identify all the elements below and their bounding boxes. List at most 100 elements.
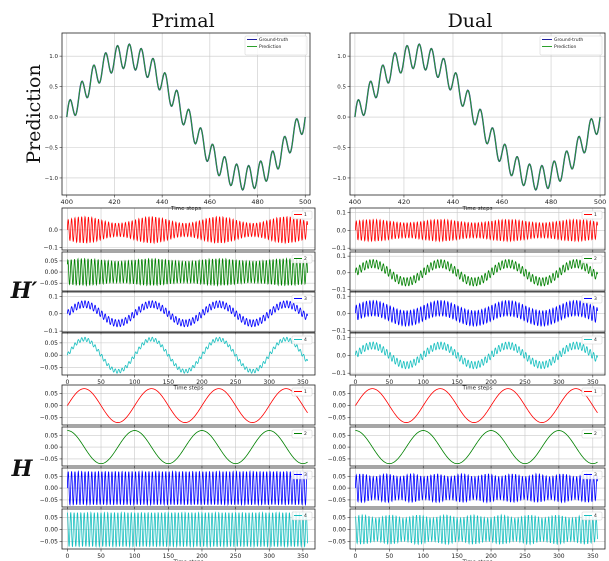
y-tick-label: −0.05 [328,497,347,504]
legend-label: 1 [304,212,307,218]
x-axis-label: Time steps [462,560,493,561]
legend: 1 [291,210,313,220]
y-tick-label: −0.1 [331,327,346,334]
x-tick-label: 0 [354,553,358,560]
series-line-1 [66,215,308,245]
x-tick-label: 200 [196,379,208,386]
row-label-hprime: H′ [10,278,38,304]
legend: 3 [291,470,313,480]
panel-hprime-primal-2: 0.05 0.00 −0.05 2 [40,251,316,294]
axes-frame [349,384,606,426]
y-tick-label: −0.1 [331,286,346,293]
x-tick-label: 300 [264,379,276,386]
panel-prediction-dual: 400 420 440 460 480 500 1.0 0.5 0.0 −0.5 −1.0 Time … [333,32,606,212]
panel-h-dual-4: 0 50 100 150 200 250 300 350 0.05 0.00 −0.05 Time s… [328,508,606,561]
x-axis-label: Time steps [170,206,201,212]
legend-label: Prediction [259,44,282,50]
y-tick-label: −1.0 [333,176,347,182]
legend: 2 [581,254,603,264]
series-line-1 [355,513,598,546]
y-tick-label: −0.1 [331,245,346,252]
panel-hprime-dual-4: 0 50 100 150 200 250 300 350 0.1 0.0 −0.1 Time step… [331,332,606,392]
legend: 1 [581,210,603,220]
x-tick-label: 50 [97,553,105,560]
x-tick-label: 150 [163,379,175,386]
series-line-1 [355,388,598,423]
panel-prediction-primal: 400 420 440 460 480 500 1.0 0.5 0.0 −0.5 −1.0 Time … [45,32,311,212]
column-title-primal: Primal [151,10,214,32]
x-tick-label: 200 [485,379,497,386]
axes-frame [61,332,316,376]
y-tick-label: −0.5 [45,145,59,151]
y-tick-label: 0.00 [45,527,59,534]
series-line-1 [355,218,598,243]
x-tick-label: 250 [519,553,531,560]
y-tick-label: 0.05 [45,473,59,480]
y-tick-label: 0.05 [333,514,347,521]
y-tick-label: 0.0 [49,115,58,121]
series-line-1 [355,299,598,328]
y-tick-label: 0.0 [337,115,346,121]
x-axis-label: Time steps [462,386,493,392]
column-title-dual: Dual [448,10,493,32]
legend-label: 1 [304,389,307,395]
legend: 4 [581,335,603,345]
legend-label: 3 [304,472,307,478]
series-line-2 [354,43,601,191]
panel-hprime-dual-2: 0.1 0.0 −0.1 2 [331,251,606,294]
x-tick-label: 0 [354,379,358,386]
x-tick-label: 480 [251,198,263,206]
x-tick-label: 150 [451,553,463,560]
x-tick-label: 350 [297,379,309,386]
x-axis-label: Time steps [173,386,204,392]
x-axis-label: Time steps [462,206,493,212]
series-line-1 [66,470,308,507]
axes-frame [349,332,606,376]
panel-h-dual-2: 0.05 0.00 −0.05 2 [328,426,606,469]
y-tick-label: 0.0 [48,311,58,318]
x-tick-label: 300 [553,553,565,560]
y-tick-label: −0.05 [40,280,59,287]
legend-label: 2 [594,256,597,262]
x-tick-label: 250 [230,553,242,560]
axes-frame [61,291,316,333]
panel-h-primal-3: 0.05 0.00 −0.05 3 [40,467,316,510]
x-tick-label: 250 [230,379,242,386]
legend: 2 [581,429,603,439]
axes-frame [61,207,316,251]
y-tick-label: 0.05 [45,258,59,265]
x-tick-label: 50 [97,379,105,386]
panel-hprime-primal-3: 0.1 0.0 −0.1 3 [43,291,316,335]
panel-h-dual-3: 0.05 0.00 −0.05 3 [328,467,606,510]
y-tick-label: −0.5 [333,145,347,151]
x-tick-label: 100 [418,379,430,386]
series-line-2 [66,43,306,191]
panel-h-dual-1: 0.05 0.00 −0.05 1 [328,384,606,428]
y-tick-label: 0.5 [49,85,58,91]
x-tick-label: 50 [386,379,394,386]
row-label-h: H [11,456,34,482]
axes-frame [349,32,606,196]
legend-label: 2 [304,431,307,437]
legend: 2 [291,429,313,439]
x-tick-label: 150 [163,553,175,560]
x-tick-label: 500 [594,198,606,206]
x-tick-label: 350 [587,553,599,560]
x-tick-label: 460 [496,198,508,206]
series-line-1 [66,336,308,374]
series-line-1 [355,258,598,287]
axes-frame [61,384,316,426]
axes-frame [349,207,606,251]
legend-label: Ground-truth [554,37,583,43]
y-tick-label: 0.1 [336,293,346,300]
x-tick-label: 0 [65,379,69,386]
y-tick-label: 0.05 [333,390,347,397]
x-tick-label: 480 [545,198,557,206]
legend-box [539,35,603,56]
y-tick-label: 0.00 [45,352,59,359]
axes-frame [61,508,316,550]
legend-label: 3 [304,296,307,302]
x-tick-label: 300 [264,553,276,560]
